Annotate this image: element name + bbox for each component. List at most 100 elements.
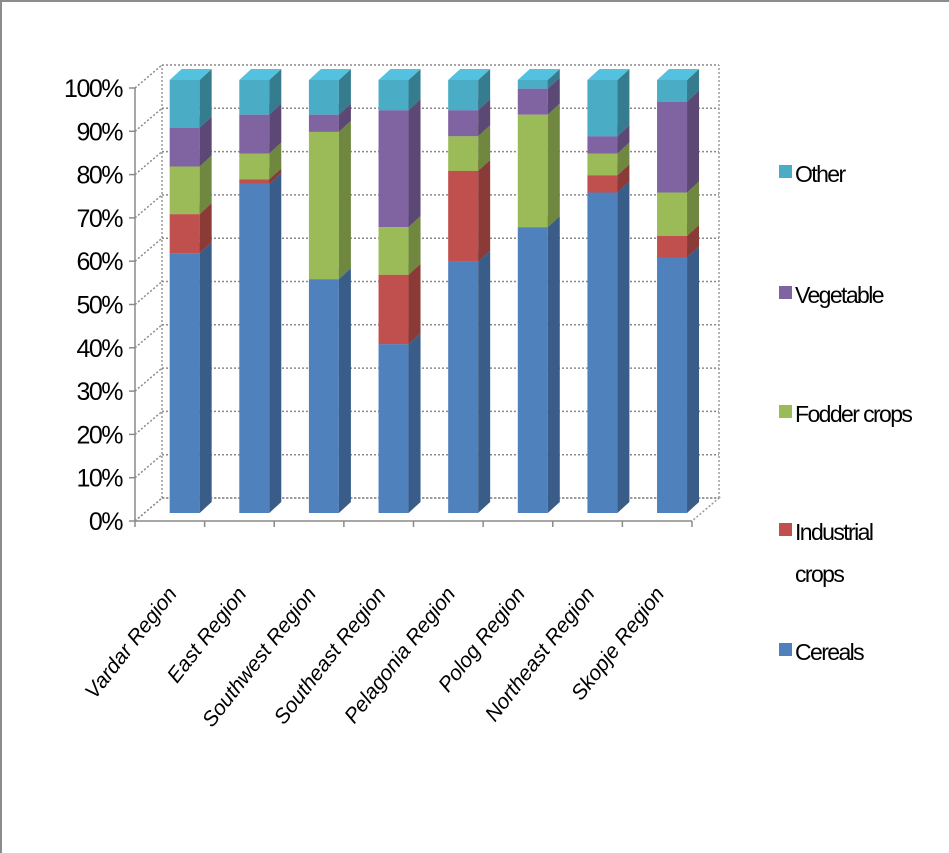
bar-side: [687, 68, 700, 102]
bar-front: [448, 170, 479, 262]
bar-front: [308, 79, 339, 115]
bar-front: [587, 192, 618, 513]
bar-top: [517, 68, 560, 80]
bar-front: [169, 253, 200, 513]
legend-label-line2: crops: [795, 561, 844, 587]
bar-front: [308, 114, 339, 132]
bar-side: [617, 142, 630, 176]
legend: Other Vegetable Fodder crops Industrial crop…: [779, 161, 914, 665]
chart-walls: [134, 65, 722, 522]
bar-stack-skopje-region: [657, 68, 700, 513]
bar-top: [308, 68, 351, 80]
axes: [129, 87, 693, 527]
floor-outline: [134, 497, 722, 522]
bar-segment-fodder-crops: [378, 216, 421, 275]
bar-stack-southeast-region: [378, 68, 421, 513]
bar-side: [338, 120, 351, 280]
bar-segment-fodder-crops: [517, 103, 560, 228]
bar-side: [617, 181, 630, 513]
bar-top: [448, 68, 491, 80]
bar-side: [478, 159, 491, 262]
gridline-side: [134, 497, 163, 522]
bar-front: [169, 214, 200, 254]
bar-side: [617, 125, 630, 154]
bar-front: [378, 274, 409, 345]
legend-item-industrial-crops: Industrial crops: [779, 519, 874, 587]
gridline-side: [134, 280, 163, 306]
bar-side: [408, 68, 421, 111]
bar-segment-cereals: [308, 268, 351, 513]
bar-side: [408, 216, 421, 275]
bar-side: [617, 164, 630, 193]
bar-segment-vegetable: [378, 99, 421, 228]
bar-front: [517, 114, 548, 228]
legend-label: Cereals: [795, 639, 864, 665]
legend-item-other: Other: [779, 161, 848, 187]
bar-side: [478, 68, 491, 111]
bar-front: [448, 110, 479, 137]
bar-segment-other: [657, 68, 700, 102]
bar-front: [657, 192, 688, 236]
bar-side: [687, 246, 700, 513]
bar-front: [378, 227, 409, 275]
legend-label: Vegetable: [795, 282, 884, 308]
bar-side: [687, 90, 700, 193]
gridline-side: [134, 107, 163, 132]
bar-stack-pelagonia-region: [448, 68, 491, 513]
bar-front: [448, 79, 479, 111]
bar-front: [448, 261, 479, 513]
bar-front: [657, 257, 688, 513]
bar-segment-other: [587, 68, 630, 137]
bar-segment-other: [169, 68, 212, 128]
bar-side: [547, 103, 560, 228]
legend-item-vegetable: Vegetable: [779, 282, 885, 308]
bar-front: [169, 127, 200, 167]
bar-top: [587, 68, 630, 80]
bar-segment-vegetable: [657, 90, 700, 193]
legend-swatch: [779, 286, 792, 299]
bar-stack-polog-region: [517, 68, 560, 513]
bar-side: [547, 68, 560, 89]
bar-side: [617, 68, 630, 137]
legend-label: Other: [795, 161, 846, 187]
gridlines: [134, 64, 719, 522]
bar-front: [657, 101, 688, 193]
bar-side: [269, 142, 282, 180]
bar-front: [239, 183, 270, 513]
bar-stack-northeast-region: [587, 68, 630, 513]
legend-item-cereals: Cereals: [779, 639, 866, 665]
bar-top: [169, 68, 212, 80]
bar-side: [199, 203, 212, 254]
bar-front: [587, 153, 618, 176]
bar-front: [587, 79, 618, 137]
legend-item-fodder-crops: Fodder crops: [779, 401, 914, 427]
gridline-side: [134, 324, 163, 349]
bar-segment-cereals: [657, 246, 700, 513]
bar-top: [657, 68, 700, 80]
bar-front: [308, 279, 339, 513]
bar-side: [269, 172, 282, 513]
bar-front: [657, 235, 688, 258]
y-tick-label: 50%: [76, 292, 123, 320]
bar-front: [448, 136, 479, 171]
bar-side: [547, 77, 560, 115]
y-tick-label: 60%: [76, 248, 123, 276]
bar-segment-cereals: [169, 242, 212, 513]
bar-side: [408, 263, 421, 345]
bar-segment-cereals: [448, 250, 491, 513]
bar-segment-vegetable: [448, 99, 491, 137]
bar-side: [408, 99, 421, 228]
y-tick-label: 100%: [64, 75, 123, 103]
y-tick-label: 0%: [89, 508, 123, 536]
bar-side: [269, 168, 282, 184]
bar-front: [239, 79, 270, 115]
bar-segment-cereals: [587, 181, 630, 513]
bar-segment-industrial-crops: [169, 203, 212, 254]
bar-front: [517, 88, 548, 115]
bar-segment-cereals: [239, 172, 282, 513]
y-tick-label: 70%: [76, 205, 123, 233]
bar-segment-other: [448, 68, 491, 111]
bar-segment-industrial-crops: [378, 263, 421, 345]
legend-swatch: [779, 405, 792, 418]
